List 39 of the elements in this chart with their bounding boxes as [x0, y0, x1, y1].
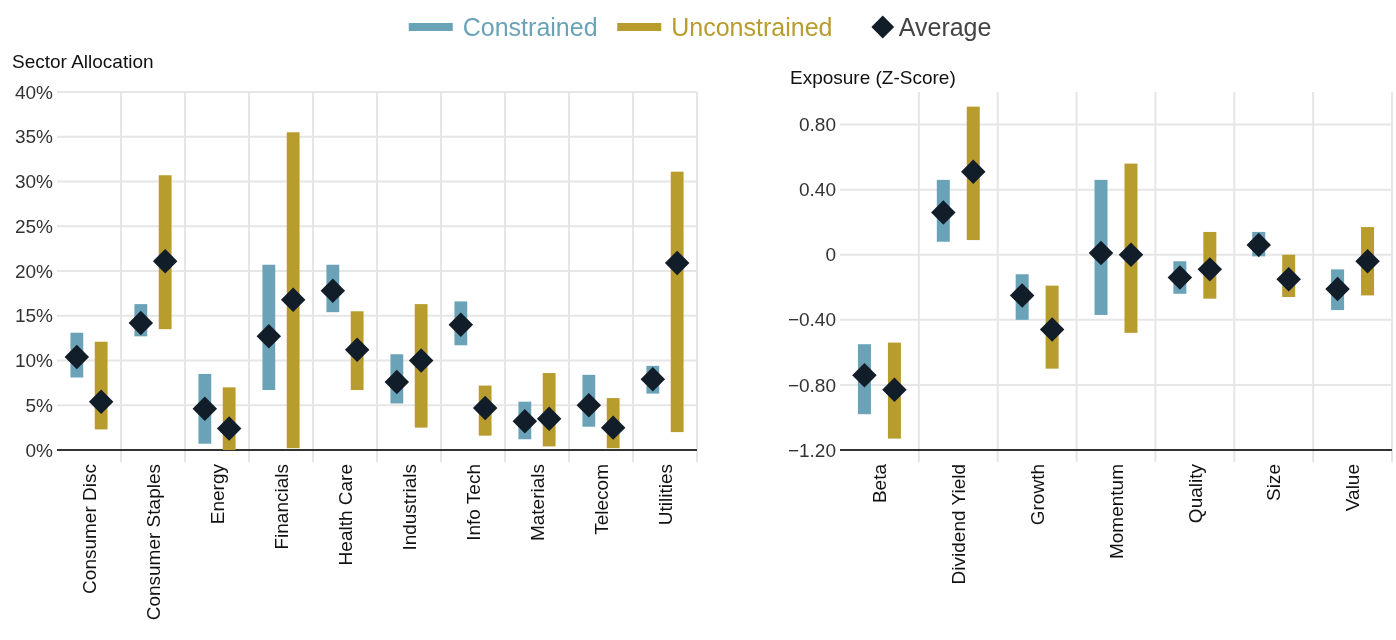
x-tick-label: Value: [1342, 464, 1364, 512]
x-tick-label: Momentum: [1105, 464, 1127, 560]
y-tick-label: 20%: [14, 260, 54, 282]
x-tick-label: Beta: [869, 463, 891, 504]
x-tick-label: Telecom: [590, 464, 612, 535]
y-tick-label: −1.20: [787, 439, 836, 461]
bar: [286, 132, 300, 449]
y-tick-label: 5%: [25, 394, 54, 416]
x-tick-label: Growth: [1026, 464, 1048, 526]
y-tick-label: −0.80: [787, 374, 836, 396]
y-tick-label: 0.80: [799, 114, 836, 136]
bar: [670, 171, 684, 433]
x-tick-label: Info Tech: [462, 464, 484, 541]
x-tick-label: Consumer Staples: [142, 464, 164, 621]
x-tick-label: Materials: [526, 464, 548, 542]
legend-label: Constrained: [462, 12, 598, 41]
x-tick-label: Quality: [1184, 463, 1206, 524]
legend-label: Average: [898, 12, 992, 41]
y-tick-label: 40%: [14, 81, 54, 103]
x-tick-label: Financials: [270, 464, 292, 550]
x-tick-label: Size: [1263, 464, 1285, 501]
x-tick-label: Energy: [206, 463, 228, 525]
x-tick-label: Utilities: [654, 464, 676, 526]
y-axis-title: Sector Allocation: [12, 51, 154, 72]
legend-label: Unconstrained: [671, 12, 833, 41]
x-tick-label: Consumer Disc: [78, 464, 100, 594]
y-tick-label: 25%: [14, 215, 54, 237]
y-tick-label: −0.40: [787, 309, 836, 331]
x-tick-label: Industrials: [398, 464, 420, 551]
y-tick-label: 30%: [14, 171, 54, 193]
y-axis-title: Exposure (Z-Score): [790, 67, 956, 88]
x-tick-label: Dividend Yield: [947, 464, 969, 585]
y-tick-label: 0: [825, 244, 836, 266]
y-tick-label: 0%: [25, 439, 54, 461]
y-tick-label: 35%: [14, 126, 54, 148]
x-tick-label: Health Care: [334, 464, 356, 566]
y-tick-label: 0.40: [799, 179, 836, 201]
y-tick-label: 15%: [14, 305, 54, 327]
y-tick-label: 10%: [14, 350, 54, 372]
